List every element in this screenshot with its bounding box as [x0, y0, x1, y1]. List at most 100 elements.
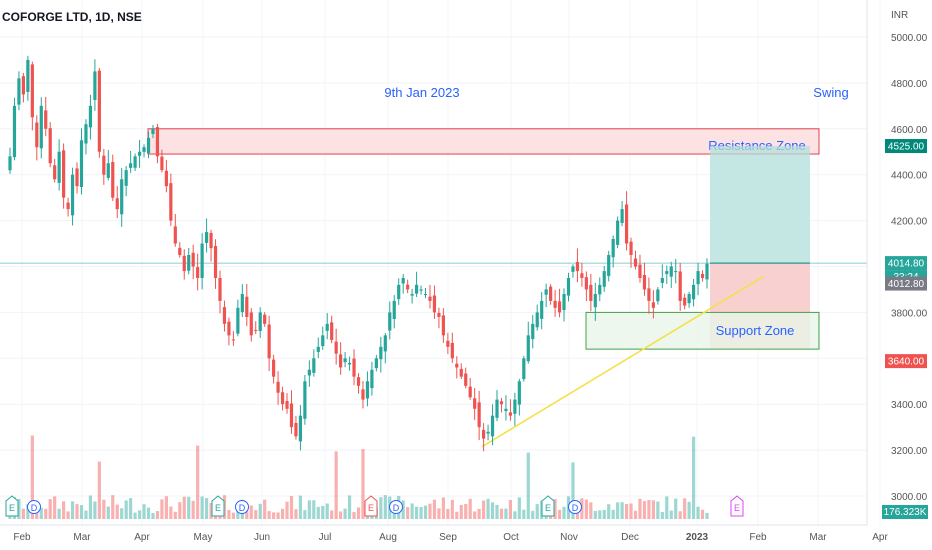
candle [330, 322, 334, 340]
volume-bar [356, 507, 361, 519]
candle [633, 258, 638, 267]
time-tick-label: Nov [560, 532, 578, 543]
volume-bar [191, 500, 195, 519]
support-zone[interactable] [585, 311, 820, 350]
volume-bar [490, 502, 495, 519]
candle [624, 204, 629, 244]
candle [267, 324, 271, 359]
volume-bar [504, 508, 508, 519]
volume-bar [611, 509, 615, 519]
time-tick-label: Jul [319, 532, 332, 543]
candle [182, 255, 186, 272]
candle [356, 377, 361, 386]
volume-bar [272, 512, 276, 519]
candle [374, 358, 378, 369]
candle [106, 163, 110, 178]
volume-bar [102, 499, 106, 519]
symbol-title: COFORGE LTD, 1D, NSE [2, 10, 142, 24]
volume-bar [155, 511, 160, 519]
volume-bar [477, 508, 481, 519]
dividend-icon [389, 500, 403, 514]
time-tick-label: Feb [749, 532, 767, 543]
candle [419, 289, 423, 291]
volume-bar [115, 504, 119, 519]
candle [39, 105, 43, 149]
volume-bar [593, 510, 597, 519]
candle [669, 266, 673, 277]
candle [200, 243, 204, 279]
volume-bar [48, 499, 52, 519]
volume-bar [624, 503, 629, 519]
candle [499, 401, 504, 405]
time-tick-label: Aug [379, 532, 397, 543]
volume-bar [160, 499, 164, 519]
price-tick-label: 4400.00 [891, 171, 928, 182]
event-letter: D [31, 503, 38, 513]
candle [549, 286, 553, 301]
volume-bar [347, 495, 352, 519]
dividend-icon [27, 500, 41, 514]
candle [490, 415, 495, 437]
candle [258, 312, 262, 331]
event-letter: E [215, 503, 221, 513]
candle [352, 358, 356, 377]
volume-bar [553, 499, 557, 519]
volume-bar [142, 504, 146, 519]
volume-bar [401, 500, 405, 519]
candle [674, 271, 678, 273]
time-axis[interactable]: Feb Mar Apr May Jun Jul Aug Sep Oct Nov Dec 2023 Feb… [13, 532, 888, 543]
event-letter: D [572, 503, 579, 513]
currency-label: INR [891, 10, 908, 21]
volume-bar [517, 497, 521, 519]
volume-bar [164, 496, 168, 519]
candle [137, 151, 142, 156]
candle [173, 226, 177, 244]
svg-text:4014.80: 4014.80 [888, 259, 925, 270]
candle [388, 312, 392, 331]
candle [441, 315, 445, 336]
candle [691, 284, 696, 300]
candle [370, 369, 374, 389]
svg-text:4012.80: 4012.80 [888, 279, 925, 290]
volume-bar [146, 507, 151, 519]
earnings-icon [730, 495, 744, 517]
event-letter: E [9, 503, 15, 513]
volume-bar [169, 506, 173, 519]
candle [531, 323, 535, 340]
volume-bar [30, 435, 34, 519]
candle [285, 400, 289, 409]
volume-bar [683, 498, 687, 519]
time-tick-label: Mar [809, 532, 827, 543]
volume-bar [437, 508, 441, 519]
volume-bar [651, 500, 655, 519]
volume-bar [39, 507, 43, 519]
candle [361, 389, 365, 400]
candle [620, 209, 624, 223]
volume-bar [343, 508, 347, 519]
volume-bar [196, 445, 200, 519]
candle [307, 369, 311, 376]
volume-bar [120, 508, 124, 519]
price-tick-label: 3000.00 [891, 492, 928, 503]
candle [8, 156, 12, 171]
candle [35, 122, 39, 148]
price-tick-label: 5000.00 [891, 33, 928, 44]
volume-bar [383, 495, 387, 519]
volume-bar [513, 511, 517, 519]
trendline[interactable] [481, 276, 764, 448]
candle [660, 277, 664, 283]
candle [62, 150, 66, 198]
target-area[interactable] [710, 146, 810, 264]
volume-bar [656, 501, 660, 519]
candle [196, 267, 200, 278]
candle [450, 342, 454, 359]
stop-price-tag: 3640.00 [885, 354, 927, 369]
candle [535, 312, 539, 328]
previous-price-tag: 4012.80 [885, 276, 927, 291]
candle [437, 312, 441, 317]
volume-bar [620, 502, 624, 519]
volume-bar [35, 509, 39, 519]
volume-bar [379, 497, 383, 519]
